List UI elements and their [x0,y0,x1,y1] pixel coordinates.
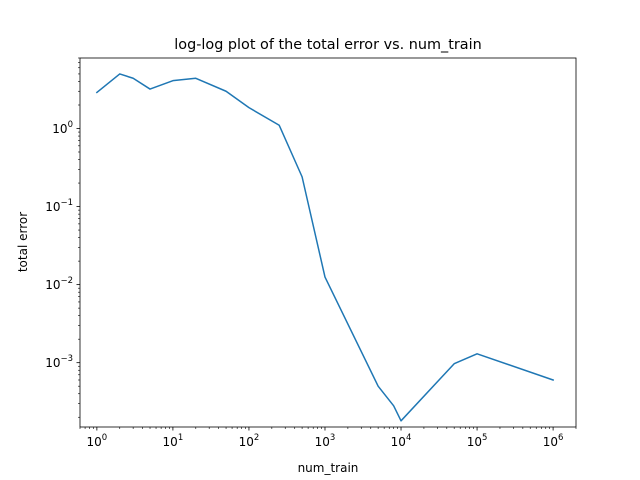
x-tick-label: 102 [239,433,260,449]
axes-frame [79,57,577,428]
y-tick-label: 10−2 [45,276,73,292]
x-tick-label: 101 [163,433,184,449]
plot-area: 100 101 102 103 104 105 106 10−3 10−2 10−1 100 [45,57,577,449]
y-axis-label: total error [16,212,30,272]
series-line [95,73,555,422]
x-tick-label: 100 [87,433,108,449]
x-tick-label: 103 [315,433,336,449]
x-tick-label: 105 [467,433,488,449]
y-tick-label: 100 [52,120,73,136]
y-tick-label: 10−1 [45,198,73,214]
y-tick-label: 10−3 [45,354,73,370]
chart-title: log-log plot of the total error vs. num_… [174,37,481,53]
x-tick-label: 104 [391,433,412,449]
x-axis-label: num_train [298,461,359,475]
x-tick-label: 106 [543,433,564,449]
